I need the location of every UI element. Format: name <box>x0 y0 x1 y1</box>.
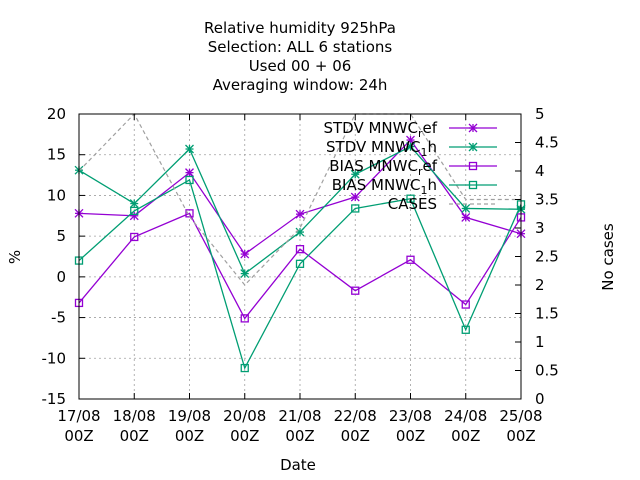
data-point <box>468 123 478 133</box>
legend-label: STDV MNWC1h <box>326 138 437 159</box>
data-point <box>461 212 471 222</box>
y2-tick-label: 4 <box>535 162 545 180</box>
series-stdv-mnwc-ref <box>74 135 526 259</box>
data-point <box>240 314 249 323</box>
x-tick-label: 20/08 00Z <box>223 407 266 445</box>
x-axis-label: Date <box>280 456 316 474</box>
y-axis-ticks: -15 -10 -5 0 5 10 15 20 <box>42 105 85 408</box>
data-point <box>461 300 470 309</box>
data-point <box>350 192 360 202</box>
y-tick-label: 0 <box>56 268 66 286</box>
y2-tick-label: 0 <box>535 390 545 408</box>
y2-tick-label: 3.5 <box>535 191 559 209</box>
x-tick-label: 18/08 00Z <box>113 407 156 445</box>
x-tick-label: 25/08 00Z <box>499 407 542 445</box>
y-tick-label: 15 <box>47 146 66 164</box>
data-point <box>130 206 139 216</box>
series-bias-mnwc-1h <box>74 175 526 373</box>
y-tick-label: -10 <box>42 349 67 367</box>
data-point <box>240 249 250 259</box>
data-point <box>468 180 478 190</box>
data-point <box>461 325 470 334</box>
y2-axis-label: No cases <box>599 223 617 291</box>
y2-tick-label: 5 <box>535 105 545 123</box>
y-tick-label: 10 <box>47 186 66 204</box>
title-line: Averaging window: 24h <box>213 76 388 94</box>
x-axis-ticks: 17/08 00Z 18/08 00Z 19/08 00Z 20/08 00Z 21/08 00Z… <box>57 114 543 445</box>
x-tick-label: 24/08 00Z <box>444 407 487 445</box>
y-tick-label: 20 <box>47 105 66 123</box>
x-tick-label: 23/08 00Z <box>389 407 432 445</box>
y-tick-label: -15 <box>42 390 67 408</box>
grid-lines <box>79 114 521 399</box>
series-line <box>78 212 522 320</box>
data-point <box>185 168 194 178</box>
data-point <box>351 204 360 213</box>
series-layer <box>74 112 526 373</box>
data-point <box>130 232 139 242</box>
x-tick-label: 21/08 00Z <box>278 407 321 445</box>
y-tick-label: -5 <box>51 309 66 327</box>
data-point <box>129 199 139 209</box>
data-point <box>461 203 471 213</box>
data-point <box>468 142 478 152</box>
y2-axis-ticks: 0 0.5 1 1.5 2 2.5 3 3.5 4 4.5 5 <box>515 105 559 408</box>
legend-label: BIAS MNWCref <box>329 157 437 178</box>
legend-label: BIAS MNWC1h <box>332 176 437 197</box>
x-tick-label: 22/08 00Z <box>334 407 377 445</box>
data-point <box>406 194 415 203</box>
plot-frame <box>78 113 522 400</box>
data-point <box>240 363 249 373</box>
legend-label: CASES <box>388 195 437 213</box>
y2-tick-label: 1 <box>535 333 545 351</box>
y-tick-label: 5 <box>56 227 66 245</box>
y2-tick-label: 2 <box>535 276 545 294</box>
y2-tick-label: 4.5 <box>535 134 559 152</box>
x-tick-label: 17/08 00Z <box>57 407 100 445</box>
data-point <box>295 209 305 219</box>
y2-tick-label: 1.5 <box>535 305 559 323</box>
series-line <box>78 139 522 255</box>
y2-tick-label: 0.5 <box>535 362 559 380</box>
y2-tick-label: 3 <box>535 219 545 237</box>
data-point <box>406 142 415 152</box>
x-tick-label: 19/08 00Z <box>168 407 211 445</box>
data-point <box>295 245 305 254</box>
title-line: Selection: ALL 6 stations <box>208 38 393 56</box>
data-point <box>185 144 194 154</box>
y2-tick-label: 2.5 <box>535 248 559 266</box>
data-point <box>240 269 250 279</box>
data-point <box>185 175 194 185</box>
series-line <box>78 178 522 370</box>
data-point <box>295 227 305 237</box>
data-point <box>468 161 478 171</box>
legend-label: STDV MNWCref <box>323 119 437 140</box>
data-point <box>295 259 305 268</box>
title-line: Relative humidity 925hPa <box>204 19 396 37</box>
data-point <box>406 255 415 264</box>
y-axis-label: % <box>6 250 24 264</box>
data-point <box>350 169 360 179</box>
data-point <box>351 286 360 295</box>
title-line: Used 00 + 06 <box>249 57 352 75</box>
